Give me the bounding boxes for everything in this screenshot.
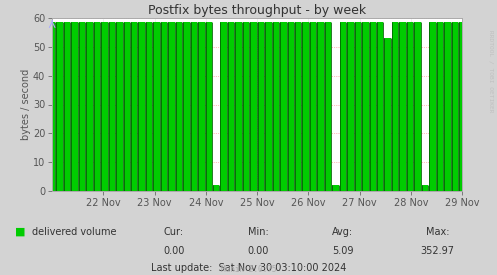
- Text: ■: ■: [15, 227, 25, 237]
- Bar: [318, 22, 324, 191]
- Text: 352.97: 352.97: [420, 246, 454, 256]
- Bar: [236, 22, 242, 191]
- Bar: [377, 22, 383, 191]
- Bar: [109, 22, 115, 191]
- Bar: [258, 22, 264, 191]
- Text: 0.00: 0.00: [163, 246, 185, 256]
- Bar: [72, 22, 78, 191]
- Bar: [414, 22, 420, 191]
- Text: Max:: Max:: [425, 227, 449, 237]
- Bar: [213, 185, 219, 191]
- Bar: [273, 22, 279, 191]
- Bar: [385, 38, 391, 191]
- Bar: [265, 22, 271, 191]
- Bar: [280, 22, 286, 191]
- Bar: [422, 185, 428, 191]
- Bar: [452, 22, 458, 191]
- Bar: [392, 22, 398, 191]
- Bar: [437, 22, 443, 191]
- Text: Munin 2.0.75: Munin 2.0.75: [221, 265, 276, 274]
- Bar: [444, 22, 450, 191]
- Title: Postfix bytes throughput - by week: Postfix bytes throughput - by week: [148, 4, 366, 17]
- Bar: [325, 22, 331, 191]
- Bar: [94, 22, 100, 191]
- Bar: [355, 22, 361, 191]
- Bar: [154, 22, 160, 191]
- Bar: [243, 22, 249, 191]
- Bar: [228, 22, 234, 191]
- Bar: [347, 22, 353, 191]
- Bar: [198, 22, 204, 191]
- Text: Last update:  Sat Nov 30 03:10:00 2024: Last update: Sat Nov 30 03:10:00 2024: [151, 263, 346, 273]
- Bar: [221, 22, 227, 191]
- Bar: [310, 22, 316, 191]
- Bar: [340, 22, 346, 191]
- Bar: [295, 22, 301, 191]
- Bar: [86, 22, 92, 191]
- Bar: [183, 22, 189, 191]
- Bar: [400, 22, 406, 191]
- Bar: [459, 22, 465, 191]
- Bar: [362, 22, 368, 191]
- Text: 0.00: 0.00: [248, 246, 269, 256]
- Bar: [139, 22, 145, 191]
- Bar: [250, 22, 256, 191]
- Bar: [146, 22, 152, 191]
- Bar: [370, 22, 376, 191]
- Bar: [101, 22, 107, 191]
- Text: RRDTOOL / TOBI OETIKER: RRDTOOL / TOBI OETIKER: [489, 30, 494, 113]
- Text: 5.09: 5.09: [332, 246, 354, 256]
- Bar: [116, 22, 122, 191]
- Bar: [161, 22, 167, 191]
- Bar: [64, 22, 70, 191]
- Bar: [407, 22, 413, 191]
- Y-axis label: bytes / second: bytes / second: [21, 69, 31, 140]
- Text: delivered volume: delivered volume: [32, 227, 117, 237]
- Bar: [288, 22, 294, 191]
- Bar: [332, 185, 338, 191]
- Text: Min:: Min:: [248, 227, 269, 237]
- Bar: [303, 22, 309, 191]
- Bar: [176, 22, 182, 191]
- Text: Cur:: Cur:: [164, 227, 184, 237]
- Text: Avg:: Avg:: [332, 227, 353, 237]
- Bar: [206, 22, 212, 191]
- Bar: [429, 22, 435, 191]
- Bar: [131, 22, 137, 191]
- Bar: [49, 22, 55, 191]
- Bar: [79, 22, 85, 191]
- Bar: [191, 22, 197, 191]
- Bar: [168, 22, 174, 191]
- Bar: [124, 22, 130, 191]
- Bar: [57, 22, 63, 191]
